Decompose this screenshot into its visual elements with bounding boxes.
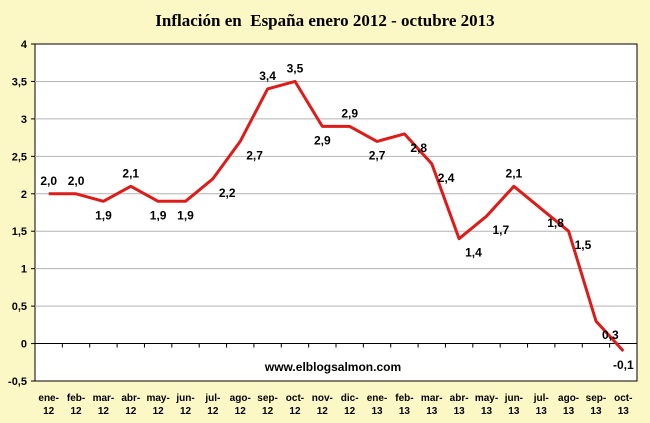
x-tick-label: feb-: [67, 393, 85, 404]
data-label: 1,5: [575, 238, 592, 252]
x-tick-label: abr-: [450, 393, 469, 404]
data-label: 2,0: [68, 174, 85, 188]
x-tick-label-year: 13: [618, 406, 630, 417]
x-tick-label-year: 12: [43, 406, 55, 417]
x-tick-label: may-: [475, 393, 498, 404]
x-tick-label-year: 12: [180, 406, 192, 417]
grid-lines: [35, 80, 637, 307]
data-label: 3,5: [287, 61, 304, 75]
x-tick-label: sep-: [257, 393, 278, 404]
x-axis: ene- 12 feb- 12 mar- 12 abr- 12 may- 12 jun- 12 jul-…: [34, 343, 638, 417]
x-tick-label: jul-: [533, 393, 549, 404]
x-tick-label: mar-: [421, 393, 443, 404]
y-tick-label: 1: [21, 264, 27, 276]
x-tick-label-year: 13: [371, 406, 383, 417]
x-tick-label-year: 12: [317, 406, 329, 417]
source-annotation: www.elblogsalmon.com: [264, 360, 401, 374]
y-tick-label: 3: [21, 114, 27, 126]
x-tick-label-year: 12: [289, 406, 301, 417]
x-tick-label-year: 12: [70, 406, 82, 417]
x-tick-label-year: 12: [153, 406, 165, 417]
x-tick-label: jun-: [175, 393, 194, 404]
x-tick-label-year: 12: [262, 406, 274, 417]
data-label: 1,9: [95, 208, 112, 222]
x-tick-label: nov-: [312, 393, 333, 404]
x-tick-label-year: 12: [235, 406, 247, 417]
x-tick-label: jul-: [204, 393, 220, 404]
x-tick-label: dic-: [341, 393, 359, 404]
data-label: 2,1: [506, 166, 523, 180]
x-tick-label: ene-: [367, 393, 388, 404]
y-tick-label: 1,5: [12, 226, 27, 238]
x-tick-label-year: 13: [454, 406, 466, 417]
y-tick-label: 0: [21, 339, 27, 351]
x-tick-label-year: 13: [481, 406, 493, 417]
x-tick-label: ene-: [38, 393, 59, 404]
x-tick-label: oct-: [286, 393, 304, 404]
x-tick-label: ago-: [558, 393, 579, 404]
x-tick-label: sep-: [586, 393, 607, 404]
data-label: 1,9: [150, 208, 167, 222]
x-tick-label: oct-: [614, 393, 632, 404]
data-label: 1,7: [493, 223, 510, 237]
data-label: -0,1: [613, 358, 634, 372]
y-tick-label: 3,5: [12, 76, 27, 88]
x-tick-label-year: 13: [536, 406, 548, 417]
y-tick-label: 2: [21, 189, 27, 201]
x-tick-label-year: 13: [426, 406, 438, 417]
data-label: 2,1: [122, 166, 139, 180]
x-tick-label: mar-: [93, 393, 115, 404]
x-tick-label-year: 13: [590, 406, 602, 417]
x-tick-label: may-: [146, 393, 169, 404]
data-label: 3,4: [259, 69, 276, 83]
y-tick-label: 2,5: [12, 151, 27, 163]
x-tick-label: ago-: [230, 393, 251, 404]
data-label: 2,4: [438, 171, 455, 185]
series-inflation: [48, 79, 625, 353]
data-label: 1,4: [465, 246, 482, 260]
series-line: [48, 79, 625, 353]
x-tick-label-year: 13: [563, 406, 575, 417]
data-label: 2,9: [341, 106, 358, 120]
data-label: 2,2: [219, 186, 236, 200]
x-tick-label: feb-: [395, 393, 413, 404]
data-label: 2,0: [40, 174, 57, 188]
data-label: 2,7: [369, 148, 386, 162]
x-tick-label-year: 12: [125, 406, 137, 417]
x-tick-label-year: 12: [98, 406, 110, 417]
y-tick-label: 0,5: [12, 301, 27, 313]
x-tick-label: abr-: [121, 393, 140, 404]
data-label: 2,9: [314, 133, 331, 147]
data-labels: 2,0 2,0 1,9 2,1 1,9 1,9 2,2 2,7 3,4 3,5 2,9 2,9 2,7 2…: [40, 61, 634, 372]
plot-area: [34, 43, 638, 382]
data-label: 0,3: [602, 328, 619, 342]
data-label: 2,7: [246, 148, 263, 162]
x-tick-label-year: 12: [344, 406, 356, 417]
chart-title: Inflación en España enero 2012 - octubre…: [155, 11, 494, 30]
x-tick-label: jun-: [504, 393, 523, 404]
y-tick-label: -0,5: [8, 376, 27, 388]
y-axis: -0,5 0 0,5 1 1,5 2 2,5 3 3,5 4: [8, 39, 35, 388]
data-label: 2,8: [410, 141, 427, 155]
y-tick-label: 4: [21, 39, 28, 51]
data-label: 1,9: [177, 208, 194, 222]
x-tick-label-year: 12: [207, 406, 219, 417]
x-tick-label-year: 13: [399, 406, 411, 417]
x-tick-label-year: 13: [508, 406, 520, 417]
data-label: 1,8: [547, 216, 564, 230]
